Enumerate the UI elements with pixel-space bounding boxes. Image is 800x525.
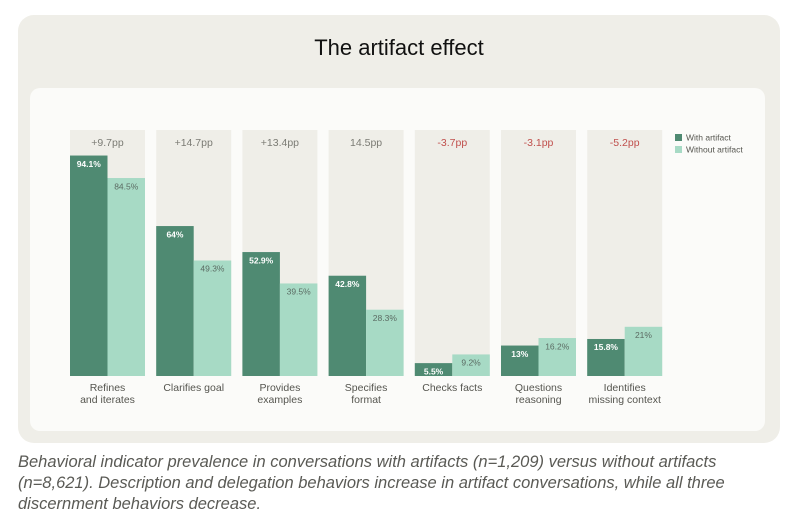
legend-swatch [675,146,682,153]
x-tick-label: Clarifies goal [163,382,224,394]
difference-label: +14.7pp [175,137,213,149]
value-label: 16.2% [545,341,570,351]
legend-swatch [675,134,682,141]
x-tick-label: examples [257,394,302,406]
x-tick-label: Checks facts [422,382,482,394]
value-label: 21% [635,330,652,340]
x-tick-label: Identifies [604,382,646,394]
x-tick-label: Questions [515,382,562,394]
caption: Behavioral indicator prevalence in conve… [18,453,725,513]
value-label: 28.3% [373,313,398,323]
x-tick-label: Refines [90,382,126,394]
value-label: 13% [511,349,528,359]
value-label: 42.8% [335,279,360,289]
value-label: 84.5% [114,181,139,191]
bar [501,345,539,376]
bar [624,326,663,376]
bar [279,283,318,376]
difference-label: +9.7pp [91,137,124,149]
x-tick-label: format [351,394,381,406]
value-label: 5.5% [424,366,444,376]
bar [70,155,108,376]
difference-label: -5.2pp [610,137,640,149]
bar [193,260,232,376]
bar [414,363,453,376]
difference-label: 14.5pp [350,137,382,149]
x-tick-label: and iterates [80,394,135,406]
x-tick-label: Provides [259,382,300,394]
bar [156,226,194,376]
value-label: 9.2% [461,358,481,368]
legend-label: Without artifact [686,144,743,154]
chart-title: The artifact effect [314,35,484,60]
column-background [501,130,576,376]
bar [107,178,145,376]
x-tick-label: missing context [589,394,661,406]
bar [242,252,280,376]
value-label: 94.1% [77,159,102,169]
difference-label: -3.7pp [437,137,467,149]
chart: The artifact effect +9.7pp 94.1% 84.5% Refi… [18,15,780,443]
bar [538,338,576,376]
value-label: 52.9% [249,255,274,265]
bar [366,309,404,376]
x-tick-label: reasoning [515,394,561,406]
difference-label: +13.4pp [261,137,299,149]
value-label: 15.8% [594,342,619,352]
value-label: 39.5% [287,287,312,297]
column-background [414,130,490,376]
bar [328,275,367,376]
value-label: 49.3% [200,264,225,274]
x-tick-label: Specifies [345,382,388,394]
difference-label: -3.1pp [524,137,554,149]
legend-label: With artifact [686,132,732,142]
bar [452,354,490,376]
bar [587,338,625,376]
value-label: 64% [166,229,183,239]
